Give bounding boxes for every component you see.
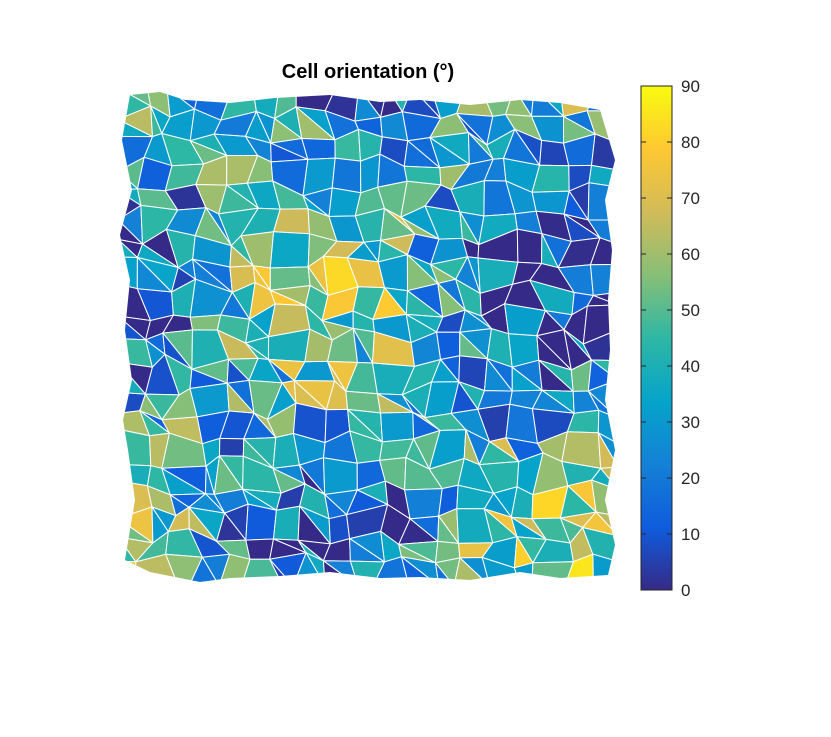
- cell: [592, 553, 615, 582]
- cell: [120, 256, 138, 290]
- cell: [590, 133, 615, 171]
- colorbar-tick-label: 50: [681, 301, 700, 320]
- cell: [120, 428, 152, 467]
- colorbar-tick-label: 40: [681, 357, 700, 376]
- colorbar-tick-label: 60: [681, 245, 700, 264]
- cell: [581, 526, 615, 563]
- cell: [245, 503, 277, 541]
- chart-title: Cell orientation (°): [282, 61, 454, 83]
- colorbar-tick-label: 90: [681, 77, 700, 96]
- cell: [272, 505, 301, 541]
- cell: [272, 208, 311, 235]
- cell: [188, 556, 221, 582]
- cell: [301, 137, 336, 160]
- colorbar-tick-label: 70: [681, 189, 700, 208]
- colorbar-tick-label: 10: [681, 525, 700, 544]
- cell: [164, 553, 204, 582]
- cell: [436, 331, 461, 361]
- cell: [120, 560, 137, 582]
- colorbar-tick-label: 0: [681, 581, 690, 600]
- cell: [516, 228, 543, 265]
- cell-map: [120, 92, 615, 582]
- colorbar-tick-label: 80: [681, 133, 700, 152]
- cell: [455, 92, 494, 117]
- cell: [120, 463, 152, 487]
- cell: [189, 314, 222, 331]
- cell: [582, 328, 615, 362]
- cell: [589, 263, 615, 297]
- cell: [531, 190, 570, 215]
- cell: [380, 411, 415, 443]
- colorbar-tick-label: 30: [681, 413, 700, 432]
- colorbar-tick-label: 20: [681, 469, 700, 488]
- cell: [218, 437, 245, 457]
- cell: [590, 479, 615, 517]
- cell: [322, 457, 358, 496]
- colorbar-ticks: 0 10 20 30 40 50 60 70 80 90: [641, 77, 700, 600]
- cell: [331, 157, 362, 194]
- cell: [530, 92, 565, 117]
- cell: [587, 182, 615, 221]
- cell: [245, 538, 275, 560]
- colorbar-gradient: [640, 85, 673, 591]
- cell: [595, 92, 615, 113]
- cell: [531, 561, 575, 582]
- cell: [404, 488, 443, 520]
- cell: [269, 231, 311, 269]
- colorbar: 0 10 20 30 40 50 60 70 80 90: [640, 77, 700, 600]
- cell: [586, 92, 615, 112]
